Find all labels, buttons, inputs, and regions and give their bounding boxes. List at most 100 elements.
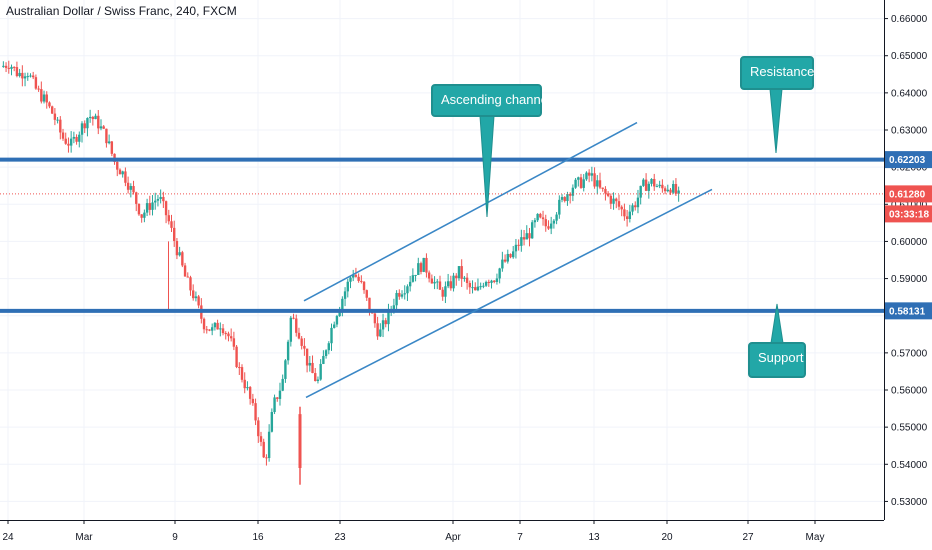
candle-body <box>276 397 279 399</box>
candle-body <box>620 206 623 210</box>
candle-body <box>135 192 138 204</box>
candle-body <box>129 186 133 190</box>
ascending-channel-callout[interactable]: Ascending channel <box>431 84 551 117</box>
candle-body <box>487 281 491 283</box>
candle-body <box>628 211 632 219</box>
candle-body <box>539 213 542 218</box>
candle-body <box>644 179 648 191</box>
candle-body <box>37 88 40 90</box>
candle-body <box>216 322 219 330</box>
countdown-tag-bg <box>885 205 932 223</box>
candle-body <box>455 275 458 279</box>
candle-body <box>476 286 480 291</box>
channel-lower-line <box>305 188 713 399</box>
countdown-tag: 03:33:18 <box>885 205 932 223</box>
price-tick-label: 0.57000 <box>891 348 928 359</box>
candle-body <box>316 379 320 382</box>
candle-body <box>653 178 656 187</box>
candle-body <box>395 292 398 306</box>
candle-body <box>159 196 162 199</box>
current-price-tag-text: 0.61280 <box>889 189 926 200</box>
candle-body <box>536 213 539 221</box>
candle-body <box>406 286 409 294</box>
candle-body <box>42 94 46 102</box>
candle-body <box>381 320 385 330</box>
candle-body <box>292 317 295 319</box>
candle-body <box>80 123 84 135</box>
candle-body <box>78 134 81 142</box>
candle-body <box>517 244 520 246</box>
candle-body <box>400 294 404 297</box>
candle-body <box>498 268 501 279</box>
candle-body <box>522 237 526 240</box>
candle-body <box>661 184 664 189</box>
candle-body <box>164 201 168 216</box>
candle-body <box>64 138 67 144</box>
candle-body <box>186 276 189 278</box>
candle-body <box>197 296 200 306</box>
candle-body <box>145 203 149 213</box>
candle-body <box>346 281 349 292</box>
candle-body <box>503 259 507 262</box>
candle-body <box>387 309 390 325</box>
candle-body <box>365 290 368 298</box>
candle-body <box>349 277 352 282</box>
candle-body <box>213 322 217 328</box>
candle-body <box>427 272 431 279</box>
price-tick-label: 0.62000 <box>891 163 928 174</box>
candle-body <box>40 89 43 102</box>
candle-body <box>265 457 268 459</box>
candle-body <box>118 169 122 175</box>
time-tick-label: 13 <box>588 532 600 543</box>
candle-body <box>495 278 499 282</box>
candle-body <box>663 188 667 192</box>
candle-body <box>441 289 444 297</box>
time-tick-label: Mar <box>75 532 93 543</box>
candle-body <box>433 281 436 284</box>
resistance-price-tag: 0.62203 <box>885 151 932 169</box>
candle-body <box>18 72 21 77</box>
candle-body <box>248 387 252 399</box>
time-tick-label: 9 <box>172 532 178 543</box>
candle-body <box>173 227 176 242</box>
candle-body <box>110 141 114 154</box>
candle-body <box>94 115 97 120</box>
candle-body <box>235 346 238 368</box>
candle-body <box>674 184 678 194</box>
candle-body <box>319 363 322 380</box>
candle-body <box>457 266 461 279</box>
support-callout[interactable]: Support <box>748 342 806 378</box>
price-tick-label: 0.59000 <box>891 274 928 285</box>
candle-body <box>7 67 10 69</box>
candle-body <box>124 171 127 183</box>
resistance-price-tag-text: 0.62203 <box>889 155 926 166</box>
candle-body <box>56 119 59 121</box>
candle-body <box>617 201 621 207</box>
candle-body <box>471 287 474 289</box>
candle-body <box>21 72 24 79</box>
price-tick-label: 0.60000 <box>891 237 928 248</box>
candle-body <box>625 216 629 219</box>
candle-body <box>257 420 260 437</box>
candle-body <box>354 274 358 277</box>
resistance-callout-pointer <box>769 88 783 154</box>
candle-body <box>335 316 339 325</box>
candle-body <box>650 178 653 184</box>
candle-body <box>574 179 577 188</box>
candle-body <box>444 286 447 297</box>
candle-body <box>270 412 274 432</box>
candle-body <box>634 205 637 208</box>
chart-title: Australian Dollar / Swiss Franc, 240, FX… <box>6 4 237 18</box>
candle-body <box>666 189 669 192</box>
candle-body <box>373 313 377 324</box>
candle-body <box>392 305 396 309</box>
candle-body <box>297 332 301 339</box>
time-tick-label: 16 <box>252 532 264 543</box>
price-tick-label: 0.56000 <box>891 386 928 397</box>
resistance-callout[interactable]: Resistance <box>740 56 814 90</box>
candle-body <box>45 94 48 103</box>
candle-body <box>490 280 493 283</box>
channel-upper-line <box>303 121 638 302</box>
candle-body <box>343 291 347 299</box>
